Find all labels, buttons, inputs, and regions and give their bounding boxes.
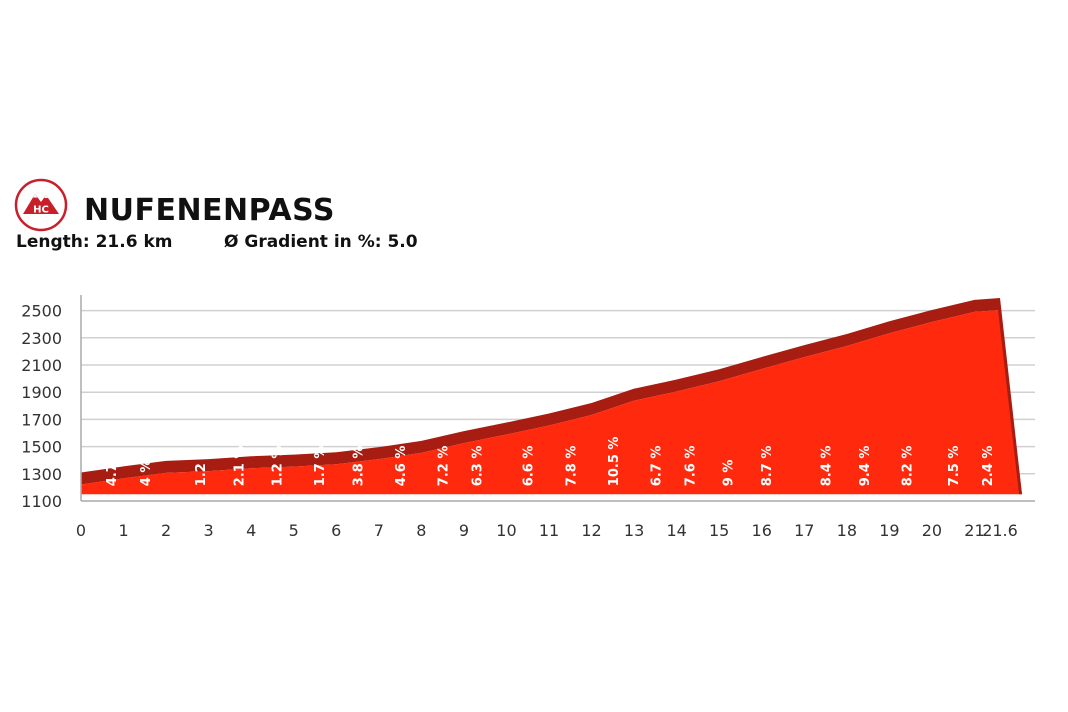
x-tick-label: 18: [837, 521, 857, 540]
gradient-label: 7.8 %: [564, 446, 579, 487]
gradient-label: 7.5 %: [947, 446, 962, 487]
x-tick-label: 5: [289, 521, 299, 540]
gradient-label: 9.4 %: [858, 446, 873, 487]
gradient-label: 7.6 %: [683, 446, 698, 487]
x-tick-label: 1: [118, 521, 128, 540]
x-tick-label: 11: [539, 521, 559, 540]
hc-mountain-icon: HC: [14, 178, 68, 232]
x-tick-label: 21.6: [982, 521, 1018, 540]
gradient-label: 10.5 %: [607, 437, 622, 487]
x-tick-label: 4: [246, 521, 256, 540]
gradient-label: 4.6 %: [394, 446, 409, 487]
gradient-labels: 4.7 4 % 1.2 2.1 % 1.2 % 1.7 % 3.8 % 4.6 % 7.2 % 6…: [105, 437, 996, 487]
climb-header: HC NUFENENPASS Length: 21.6 km Ø Gradien…: [14, 176, 614, 266]
climb-average-gradient: Ø Gradient in %: 5.0: [224, 232, 418, 252]
profile-fill: [81, 309, 1022, 495]
gradient-label: 1.7 %: [313, 446, 328, 487]
profile-top-band: [81, 297, 1000, 485]
profile-area: [81, 297, 1022, 495]
y-tick-label: 1700: [21, 410, 62, 429]
x-tick-label: 15: [709, 521, 729, 540]
x-tick-label: 12: [581, 521, 601, 540]
gradient-label: 6.3 %: [471, 446, 486, 487]
x-tick-label: 17: [794, 521, 814, 540]
gradient-label: 2.1 %: [232, 446, 247, 487]
x-tick-label: 10: [496, 521, 516, 540]
profile-right-edge: [998, 297, 1022, 495]
gradient-label: 8.7 %: [760, 446, 775, 487]
gradient-label: 3.8 %: [352, 446, 367, 487]
y-tick-label: 1500: [21, 438, 62, 457]
hc-badge-text: HC: [33, 205, 49, 216]
gradient-label: 4 %: [139, 460, 154, 487]
x-tick-label: 7: [374, 521, 384, 540]
gradient-label: 2.4 %: [981, 446, 996, 487]
gradient-label: 9 %: [722, 460, 737, 487]
x-tick-label: 19: [879, 521, 899, 540]
climb-title: NUFENENPASS: [84, 193, 335, 228]
y-tick-label: 2300: [21, 329, 62, 348]
x-tick-label: 21: [964, 521, 984, 540]
gradient-label: 8.2 %: [900, 446, 915, 487]
x-tick-label: 2: [161, 521, 171, 540]
x-tick-label: 6: [331, 521, 341, 540]
gradient-label: 6.7 %: [649, 446, 664, 487]
climb-length: Length: 21.6 km: [16, 232, 173, 252]
x-tick-label: 0: [76, 521, 86, 540]
gradient-label: 4.7: [105, 463, 120, 486]
x-tick-label: 16: [752, 521, 772, 540]
x-tick-label: 14: [666, 521, 686, 540]
gradient-label: 8.4 %: [820, 446, 835, 487]
gradient-label: 7.2 %: [437, 446, 452, 487]
y-tick-label: 1100: [21, 492, 62, 511]
y-tick-label: 2100: [21, 356, 62, 375]
x-tick-label: 9: [459, 521, 469, 540]
y-tick-label: 1900: [21, 383, 62, 402]
gradient-label: 1.2: [194, 463, 209, 486]
x-tick-label: 13: [624, 521, 644, 540]
y-tick-label: 1300: [21, 465, 62, 484]
y-tick-label: 2500: [21, 302, 62, 321]
gradient-label: 6.6 %: [522, 446, 537, 487]
x-tick-label: 20: [922, 521, 942, 540]
gradient-label: 1.2 %: [271, 446, 286, 487]
x-tick-label: 8: [416, 521, 426, 540]
x-tick-label: 3: [204, 521, 214, 540]
